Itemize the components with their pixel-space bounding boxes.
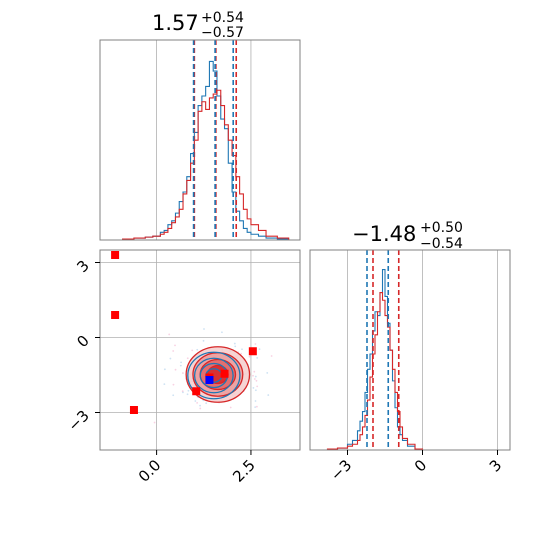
- panel-hist-param2-xticks: −3 0 3: [327, 450, 505, 484]
- contour-series-b-level-0: [187, 351, 241, 400]
- truth-point-6: [220, 369, 229, 378]
- panel-scatter-2d-ytick-label-1: 0: [73, 332, 92, 351]
- sample-point: [202, 339, 205, 342]
- sample-point: [199, 404, 201, 407]
- panel-hist-param1-title: 1.57: [152, 11, 199, 35]
- sample-point: [203, 328, 205, 330]
- panel-scatter-2d-truth-points: [111, 251, 257, 414]
- sample-point: [254, 343, 257, 345]
- panel-hist-param2-histogram-series-1: [326, 292, 433, 451]
- sample-point: [168, 333, 171, 336]
- panel-hist-param2-xtick-label-1: 0: [411, 456, 430, 475]
- panel-hist-param2-title-median: −1.48: [352, 222, 416, 246]
- sample-point: [191, 349, 194, 352]
- truth-marker: [205, 376, 214, 384]
- sample-point: [266, 372, 269, 374]
- sample-point: [205, 402, 208, 405]
- truth-point-0: [111, 251, 120, 259]
- panel-hist-param2-title-plus: +0.50: [420, 220, 463, 236]
- panel-hist-param2-background: [310, 250, 510, 450]
- sample-point: [179, 364, 182, 367]
- sample-point: [248, 355, 251, 358]
- panel-hist-param2-frame: [309, 249, 511, 451]
- sample-point: [186, 393, 189, 396]
- sample-point: [196, 348, 199, 351]
- panel-scatter-2d-xtick-label-1: 2.5: [229, 456, 259, 486]
- sample-point: [196, 401, 199, 404]
- sample-point: [174, 368, 177, 371]
- panel-hist-param1-histogram-series-0: [122, 60, 300, 241]
- sample-point: [254, 406, 257, 408]
- panel-hist-param1-grid: [156, 40, 252, 240]
- sample-point: [181, 390, 184, 393]
- sample-point: [258, 348, 261, 351]
- truth-point-2: [129, 406, 138, 414]
- sample-point: [256, 357, 259, 359]
- contour-series-b-level-1: [193, 357, 234, 394]
- panel-hist-param1-title-median: 1.57: [152, 11, 199, 35]
- sample-point: [234, 345, 237, 348]
- panel-hist-param2-title-minus: −0.54: [420, 236, 463, 252]
- sample-point: [256, 385, 259, 388]
- sample-point: [255, 405, 258, 408]
- panel-scatter-2d-frame: [99, 249, 301, 451]
- sample-point: [199, 407, 202, 410]
- panel-scatter-2d-background: [100, 250, 300, 450]
- panel-hist-param2-grid: [347, 250, 498, 450]
- panel-hist-param1-background: [100, 40, 300, 240]
- sample-point: [252, 374, 254, 377]
- panel-hist-param1-histogram-series-1: [122, 89, 300, 241]
- panel-scatter-2d-xticks: 0.0 2.5: [135, 450, 259, 486]
- panel-scatter-2d-yticks: 3 0 −3: [64, 257, 100, 435]
- sample-point: [182, 372, 184, 374]
- panel-hist-param1: 1.57 +0.54 −0.57: [99, 10, 301, 241]
- panel-scatter-2d-ytick-label-2: −3: [64, 407, 92, 435]
- sample-point: [174, 344, 176, 347]
- sample-point: [252, 387, 255, 389]
- panel-hist-param2-xtick-label-2: 3: [486, 456, 505, 475]
- panel-hist-param2-quantile-lines: [366, 250, 400, 450]
- sample-point: [233, 342, 236, 345]
- panel-hist-param1-frame: [99, 39, 301, 241]
- sample-point: [254, 400, 257, 402]
- sample-point: [169, 357, 172, 360]
- sample-point: [194, 400, 197, 402]
- sample-point: [187, 389, 190, 392]
- truth-point-4: [192, 387, 201, 396]
- sample-point: [267, 394, 270, 396]
- sample-point: [229, 406, 232, 409]
- sample-point: [270, 355, 273, 357]
- sample-point: [153, 421, 156, 424]
- panel-hist-param2: −3 0 3 −1.48 +0.50 −0.54: [309, 220, 511, 484]
- panel-scatter-2d-xtick-label-0: 0.0: [135, 456, 165, 486]
- sample-point: [240, 352, 243, 355]
- panel-hist-param1-histograms: [122, 60, 300, 241]
- sample-point: [186, 357, 189, 360]
- panel-scatter-2d-ytick-label-0: 3: [73, 257, 92, 276]
- panel-hist-param1-title-minus: −0.57: [201, 25, 244, 41]
- panel-hist-param2-title: −1.48: [352, 222, 416, 246]
- panel-hist-param2-xtick-label-0: −3: [327, 456, 355, 484]
- sample-point: [172, 383, 175, 386]
- sample-point: [255, 379, 258, 382]
- sample-point: [221, 331, 223, 334]
- sample-point: [180, 361, 183, 364]
- sample-point: [253, 370, 256, 373]
- sample-point: [253, 378, 256, 380]
- sample-point: [172, 394, 175, 397]
- sample-point: [163, 368, 166, 371]
- panel-hist-param1-quantile-lines: [192, 40, 238, 240]
- truth-point-1: [111, 311, 120, 319]
- truth-point-3: [248, 347, 257, 356]
- sample-point: [254, 375, 257, 378]
- sample-point: [254, 389, 257, 392]
- panel-hist-param1-title-plus: +0.54: [201, 10, 244, 26]
- sample-point: [241, 348, 243, 351]
- panel-scatter-2d-contours: [185, 346, 251, 403]
- panel-scatter-2d: 0.0 2.5 3 0 −3: [64, 249, 301, 486]
- sample-point: [163, 383, 166, 386]
- sample-point: [172, 350, 175, 352]
